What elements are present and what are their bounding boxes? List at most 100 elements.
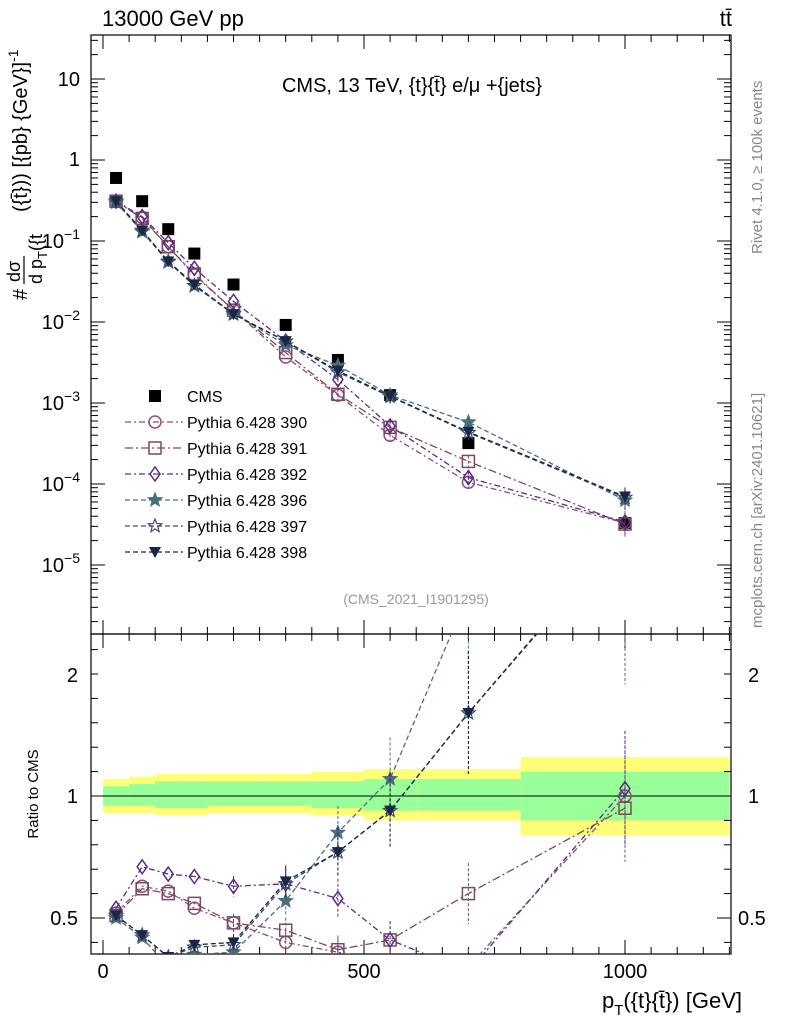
band-green-1 (129, 783, 156, 806)
rivet-version-label: Rivet 4.1.0, ≥ 100k events (749, 81, 766, 254)
svg-text:d pT({t: d pT({t (26, 234, 50, 284)
marker-cms-4 (227, 278, 240, 291)
ratio-marker-p391-3 (187, 896, 202, 911)
legend-marker-p398 (149, 547, 161, 558)
x-tick-1000: 1000 (603, 961, 648, 983)
marker-p398-0 (110, 196, 123, 208)
marker-p391-2 (161, 239, 175, 254)
ratio-line-p390 (115, 795, 626, 954)
y-axis-title: # dσ d pT({t ({t̄})) [{pb} {GeV}]-1 (4, 49, 50, 300)
ratio-marker-p396-5 (277, 892, 295, 908)
legend: CMS Pythia 6.428 390 Pythia 6.428 391 Pythi… (125, 389, 307, 562)
ratio-tick-05-right: 0.5 (738, 908, 766, 930)
legend-label-p391: Pythia 6.428 391 (187, 441, 307, 458)
marker-p398-3 (188, 279, 201, 291)
ratio-axis-title: Ratio to CMS (25, 749, 42, 838)
marker-cms-1 (136, 195, 149, 208)
ratio-marker-p398-5 (279, 876, 292, 888)
y-tick-label-1e-4: 10−4 (42, 469, 80, 496)
band-green-8 (416, 778, 521, 811)
header-right: tt̄ (720, 6, 732, 31)
ratio-marker-p398-7 (384, 805, 397, 817)
ratio-marker-p398-8 (462, 708, 475, 720)
marker-p398-8 (462, 426, 475, 438)
marker-p391-6 (331, 387, 345, 402)
band-green-4 (207, 781, 260, 806)
marker-cms-0 (110, 171, 123, 184)
ratio-tick-2-left: 2 (67, 665, 78, 687)
legend-label-p396: Pythia 6.428 396 (187, 493, 307, 510)
ratio-marker-p398-0 (110, 910, 123, 922)
ratio-line-p392 (115, 788, 626, 954)
legend-marker-p397 (146, 517, 164, 534)
y-tick-label-1e-1: 10−1 (42, 226, 80, 253)
ratio-marker-p390-7 (384, 956, 396, 968)
band-green-3 (181, 781, 208, 809)
ratio-marker-p391-4 (226, 916, 241, 930)
header-left: 13000 GeV pp (102, 6, 244, 31)
ratio-line-p398 (115, 634, 537, 954)
legend-marker-p392 (149, 465, 161, 483)
svg-text:dσ: dσ (4, 261, 24, 282)
ratio-tick-2-right: 2 (748, 665, 759, 687)
ratio-marker-p390-8 (462, 961, 474, 973)
ratio-marker-p398-3 (188, 939, 201, 951)
y-tick-label-1e0: 1 (69, 149, 80, 171)
x-tick-500: 500 (347, 961, 380, 983)
legend-marker-p396 (146, 491, 164, 508)
marker-cms-2 (162, 223, 175, 236)
ratio-series (107, 577, 632, 973)
ratio-tick-1-left: 1 (67, 786, 78, 808)
marker-p390-8 (461, 475, 476, 490)
ratio-marker-p398-6 (331, 847, 344, 859)
ratio-marker-p396-9 (618, 577, 631, 590)
legend-label-p390: Pythia 6.428 390 (187, 415, 307, 432)
x-tick-labels: 0 500 1000 (97, 961, 647, 983)
legend-label-p398: Pythia 6.428 398 (187, 545, 307, 562)
svg-text:#: # (10, 288, 32, 300)
ratio-marker-p398-1 (136, 930, 149, 942)
x-axis-title: pT({t}{t̄}) [GeV] (602, 988, 742, 1019)
ratio-marker-p392-1 (136, 858, 149, 876)
marker-cms-5 (279, 318, 292, 331)
axis-ticks (91, 35, 731, 954)
ratio-marker-p392-7 (384, 931, 397, 949)
marker-p398-5 (279, 336, 292, 348)
x-tick-0: 0 (97, 961, 108, 983)
svg-text:({t̄})) [{pb} {GeV}]-1: ({t̄})) [{pb} {GeV}]-1 (5, 49, 32, 212)
legend-label-cms: CMS (187, 389, 223, 406)
y-tick-label-1e-2: 10−2 (42, 307, 80, 334)
main-series (107, 171, 634, 537)
legend-marker-p390 (148, 415, 162, 429)
ratio-marker-p397-2 (166, 948, 171, 954)
analysis-id: (CMS_2021_I1901295) (343, 591, 489, 607)
ratio-marker-p391-1 (135, 881, 149, 896)
marker-cms-3 (188, 247, 201, 260)
marker-p398-4 (227, 309, 240, 321)
ratio-marker-p392-9 (619, 780, 631, 797)
ratio-marker-p396-7 (381, 770, 399, 786)
band-green-6 (311, 781, 364, 809)
legend-marker-cms (149, 390, 161, 402)
ratio-marker-p391-8 (461, 886, 476, 901)
band-green-2 (155, 781, 182, 809)
ratio-marker-p392-6 (331, 890, 344, 907)
line-p391 (115, 200, 626, 525)
line-p398 (115, 200, 626, 498)
y-tick-label-1e1: 10 (58, 69, 80, 91)
ratio-marker-p398-2 (162, 952, 175, 954)
ratio-marker-p391-2 (161, 886, 175, 901)
marker-p398-1 (136, 225, 149, 237)
ratio-marker-p391-5 (278, 923, 293, 937)
marker-p392-8 (462, 469, 475, 486)
marker-p391-8 (461, 454, 476, 469)
ratio-uncertainty-bands (91, 756, 731, 836)
line-p390 (115, 200, 626, 524)
y-tick-labels: 10 1 10−1 10−2 10−3 10−4 10−5 (42, 69, 80, 577)
plot-title: CMS, 13 TeV, {t}{t̄} e/μ +{jets} (282, 75, 542, 97)
mcplots-label: mcplots.cern.ch [arXiv:2401.10621] (749, 393, 766, 628)
ratio-line-p396 (115, 634, 452, 954)
legend-label-p397: Pythia 6.428 397 (187, 519, 307, 536)
y-tick-label-1e-5: 10−5 (42, 550, 80, 577)
